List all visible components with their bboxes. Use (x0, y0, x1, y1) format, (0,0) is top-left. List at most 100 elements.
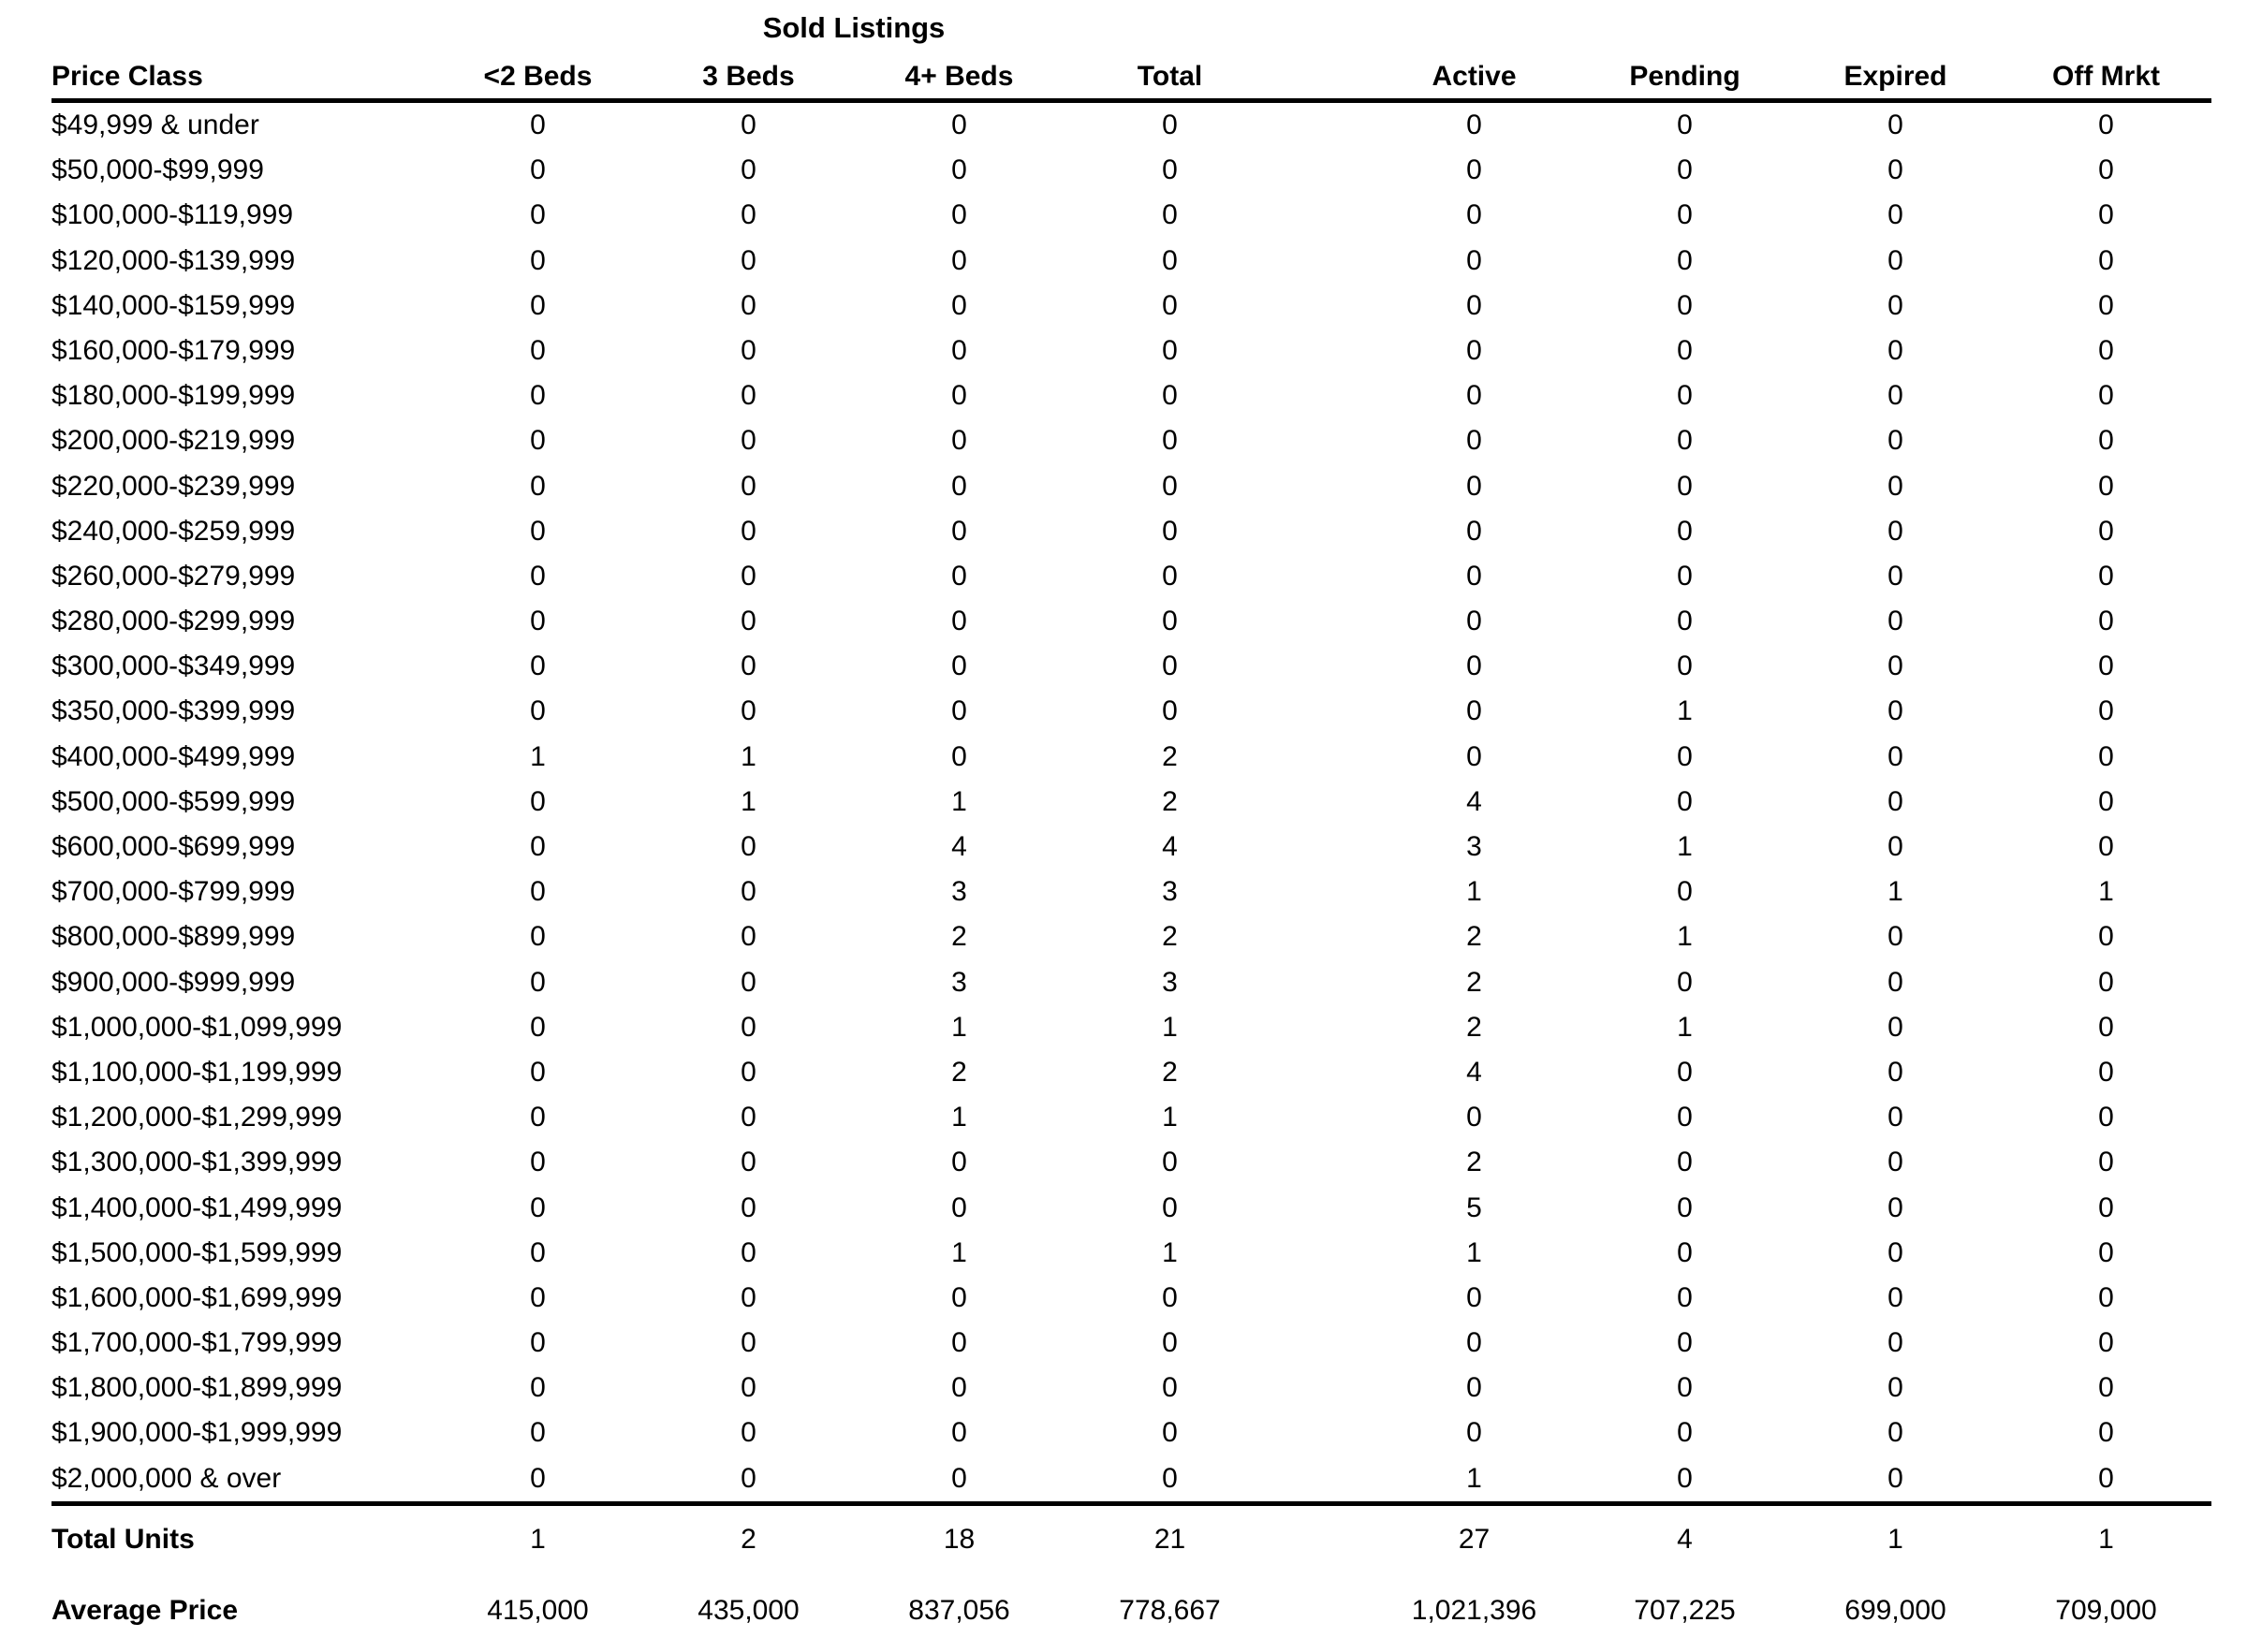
value-cell: 1 (1677, 695, 1693, 727)
value-cell: 2 (1162, 1056, 1178, 1088)
table-row: $50,000-$99,999 0 0 0 0 0 0 0 0 (51, 148, 2211, 193)
value-cell: 0 (530, 1011, 546, 1043)
value-cell: 0 (530, 1147, 546, 1178)
value-cell: 0 (1162, 154, 1178, 186)
price-class-cell: $300,000-$349,999 (51, 651, 296, 682)
value-cell: 0 (530, 1056, 546, 1088)
value-cell: 2 (1162, 785, 1178, 817)
value-cell: 2 (1466, 966, 1482, 998)
value-cell: 0 (951, 1417, 967, 1449)
value-cell: 0 (2098, 334, 2114, 366)
value-cell: 1 (741, 785, 756, 817)
value-cell: 0 (2098, 560, 2114, 592)
value-cell: 0 (1162, 1417, 1178, 1449)
value-cell: 0 (1466, 1372, 1482, 1404)
column-header-pending: Pending (1629, 61, 1740, 92)
value-cell: 0 (1162, 110, 1178, 140)
table-row: $1,000,000-$1,099,999 0 0 1 1 2 1 0 0 (51, 1005, 2211, 1050)
value-cell: 0 (741, 1372, 756, 1404)
table-row: $180,000-$199,999 0 0 0 0 0 0 0 0 (51, 373, 2211, 418)
value-cell: 0 (1887, 1102, 1903, 1133)
table-row: $1,700,000-$1,799,999 0 0 0 0 0 0 0 0 (51, 1321, 2211, 1366)
column-header-expired: Expired (1843, 61, 1947, 92)
value-cell: 0 (2098, 515, 2114, 547)
value-cell: 2 (1162, 740, 1178, 772)
total-units-value: 4 (1677, 1523, 1693, 1555)
value-cell: 3 (951, 876, 967, 908)
value-cell: 0 (2098, 740, 2114, 772)
price-class-cell: $700,000-$799,999 (51, 876, 296, 908)
value-cell: 0 (1677, 785, 1693, 817)
value-cell: 0 (2098, 154, 2114, 186)
price-class-cell: $240,000-$259,999 (51, 515, 296, 547)
value-cell: 0 (951, 606, 967, 637)
table-row: $120,000-$139,999 0 0 0 0 0 0 0 0 (51, 239, 2211, 284)
value-cell: 1 (2098, 876, 2114, 908)
value-cell: 0 (530, 1191, 546, 1223)
table-row: $1,800,000-$1,899,999 0 0 0 0 0 0 0 0 (51, 1366, 2211, 1411)
value-cell: 0 (1677, 425, 1693, 457)
value-cell: 0 (741, 244, 756, 276)
value-cell: 1 (1466, 876, 1482, 908)
value-cell: 0 (1466, 651, 1482, 682)
price-class-cell: $220,000-$239,999 (51, 470, 296, 502)
value-cell: 0 (951, 1462, 967, 1494)
value-cell: 4 (951, 831, 967, 862)
value-cell: 0 (951, 1372, 967, 1404)
value-cell: 0 (1162, 470, 1178, 502)
value-cell: 0 (1162, 380, 1178, 412)
value-cell: 0 (530, 606, 546, 637)
value-cell: 2 (951, 1056, 967, 1088)
value-cell: 0 (2098, 695, 2114, 727)
value-cell: 0 (1887, 1281, 1903, 1313)
value-cell: 0 (1677, 289, 1693, 321)
value-cell: 0 (1887, 199, 1903, 231)
value-cell: 0 (1677, 1372, 1693, 1404)
table-row: $240,000-$259,999 0 0 0 0 0 0 0 0 (51, 509, 2211, 554)
value-cell: 0 (1466, 425, 1482, 457)
value-cell: 0 (741, 606, 756, 637)
value-cell: 0 (1887, 560, 1903, 592)
value-cell: 0 (1887, 1191, 1903, 1223)
price-class-cell: $1,900,000-$1,999,999 (51, 1417, 343, 1449)
value-cell: 0 (1162, 515, 1178, 547)
value-cell: 0 (1162, 1462, 1178, 1494)
value-cell: 0 (1887, 289, 1903, 321)
price-class-cell: $160,000-$179,999 (51, 334, 296, 366)
price-class-cell: $200,000-$219,999 (51, 425, 296, 457)
value-cell: 0 (1677, 876, 1693, 908)
value-cell: 0 (530, 244, 546, 276)
value-cell: 0 (951, 334, 967, 366)
value-cell: 0 (1466, 334, 1482, 366)
value-cell: 2 (1162, 921, 1178, 953)
average-price-value: 707,225 (1634, 1594, 1736, 1626)
table-row: $1,100,000-$1,199,999 0 0 2 2 4 0 0 0 (51, 1050, 2211, 1095)
value-cell: 0 (1887, 740, 1903, 772)
column-header-total: Total (1137, 61, 1203, 92)
value-cell: 0 (951, 289, 967, 321)
price-class-cell: $260,000-$279,999 (51, 560, 296, 592)
value-cell: 0 (951, 695, 967, 727)
value-cell: 0 (741, 1011, 756, 1043)
value-cell: 0 (530, 380, 546, 412)
price-class-cell: $400,000-$499,999 (51, 740, 296, 772)
value-cell: 0 (2098, 1281, 2114, 1313)
value-cell: 0 (530, 289, 546, 321)
table-row: $600,000-$699,999 0 0 4 4 3 1 0 0 (51, 825, 2211, 870)
table-row: $900,000-$999,999 0 0 3 3 2 0 0 0 (51, 960, 2211, 1005)
table-row: $350,000-$399,999 0 0 0 0 0 1 0 0 (51, 689, 2211, 734)
price-class-cell: $900,000-$999,999 (51, 966, 296, 998)
value-cell: 0 (1887, 110, 1903, 140)
value-cell: 0 (530, 560, 546, 592)
value-cell: 0 (530, 921, 546, 953)
value-cell: 0 (741, 154, 756, 186)
value-cell: 0 (1466, 154, 1482, 186)
value-cell: 3 (951, 966, 967, 998)
value-cell: 0 (530, 515, 546, 547)
column-header-3-beds: 3 Beds (702, 61, 795, 92)
value-cell: 0 (1466, 470, 1482, 502)
value-cell: 0 (530, 1417, 546, 1449)
value-cell: 4 (1162, 831, 1178, 862)
value-cell: 0 (1887, 244, 1903, 276)
